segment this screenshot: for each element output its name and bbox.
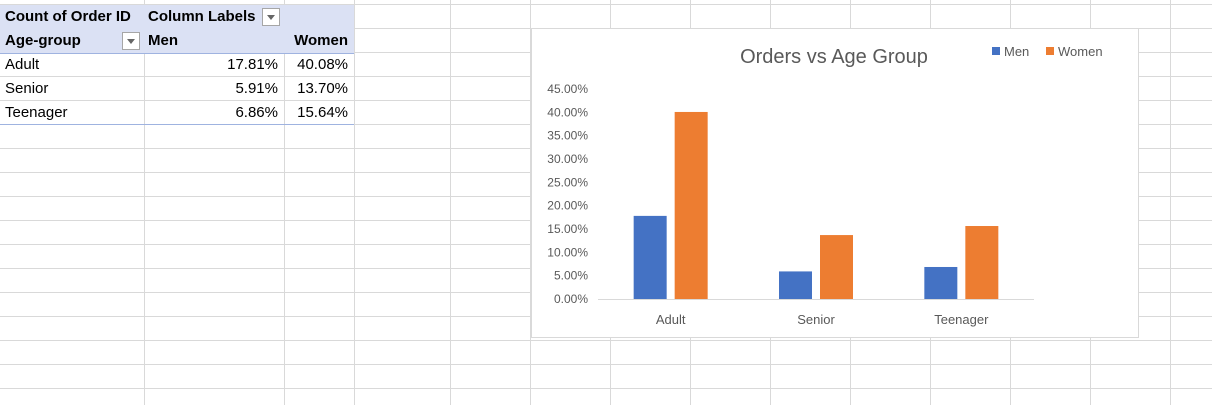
- chart-canvas: Orders vs Age Group 0.00% 5.00% 10.00% 15.00…: [547, 44, 1103, 327]
- grid-column-line: [530, 0, 531, 405]
- grid-column-line: [1170, 0, 1171, 405]
- grid-row-line: [0, 364, 1212, 365]
- column-labels-text: Column Labels: [148, 8, 256, 25]
- bar-women-teenager: [965, 226, 999, 299]
- grid-row-line: [0, 4, 1212, 5]
- y-tick-label: 35.00%: [547, 129, 588, 143]
- table-row: Adult 17.81% 40.08%: [0, 53, 354, 77]
- x-tick-label: Adult: [656, 312, 686, 327]
- women-value-cell[interactable]: 13.70%: [297, 80, 348, 97]
- age-group-filter-button[interactable]: [122, 32, 140, 50]
- legend-swatch-women: [1046, 47, 1054, 55]
- column-labels-header[interactable]: Column Labels: [144, 5, 354, 29]
- bar-men-senior: [779, 271, 812, 299]
- y-tick-label: 0.00%: [554, 292, 588, 306]
- age-group-header[interactable]: Age-group: [0, 29, 144, 53]
- pivot-header-divider: [0, 53, 354, 54]
- grid-column-line: [354, 0, 355, 405]
- pivot-value-field-label[interactable]: Count of Order ID: [0, 5, 144, 29]
- women-value-cell[interactable]: 15.64%: [297, 104, 348, 121]
- y-tick-label: 20.00%: [547, 199, 588, 213]
- column-labels-filter-button[interactable]: [262, 8, 280, 26]
- y-tick-label: 40.00%: [547, 105, 588, 119]
- women-value-cell[interactable]: 40.08%: [297, 56, 348, 73]
- y-tick-label: 5.00%: [554, 269, 588, 283]
- orders-chart[interactable]: Orders vs Age Group 0.00% 5.00% 10.00% 15.00…: [531, 28, 1139, 338]
- bar-men-adult: [633, 215, 667, 299]
- age-group-header-text: Age-group: [5, 32, 81, 49]
- men-value-cell[interactable]: 5.91%: [235, 80, 278, 97]
- bar-women-adult: [674, 111, 708, 300]
- table-row: Teenager 6.86% 15.64%: [0, 101, 354, 125]
- row-label-cell[interactable]: Teenager: [5, 104, 68, 121]
- pivot-bottom-border: [0, 124, 354, 125]
- bar-men-teenager: [924, 266, 958, 299]
- chart-title: Orders vs Age Group: [740, 46, 928, 68]
- x-tick-label: Teenager: [934, 312, 989, 327]
- men-value-cell[interactable]: 6.86%: [235, 104, 278, 121]
- legend-label-women: Women: [1058, 44, 1103, 59]
- men-value-cell[interactable]: 17.81%: [227, 56, 278, 73]
- table-row: Senior 5.91% 13.70%: [0, 77, 354, 101]
- legend-swatch-men: [992, 47, 1000, 55]
- pivot-header-row-1: Count of Order ID Column Labels: [0, 5, 354, 29]
- x-tick-label: Senior: [797, 312, 835, 327]
- grid-column-line: [284, 0, 285, 405]
- row-label-cell[interactable]: Senior: [5, 80, 49, 97]
- pivot-header-row-2: Age-group Men Women: [0, 29, 354, 53]
- grid-column-line: [450, 0, 451, 405]
- grid-row-line: [0, 388, 1212, 389]
- y-tick-label: 30.00%: [547, 152, 588, 166]
- row-label-cell[interactable]: Adult: [5, 56, 40, 73]
- y-tick-label: 25.00%: [547, 175, 588, 189]
- men-column-header[interactable]: Men: [144, 29, 284, 53]
- y-tick-label: 45.00%: [547, 82, 588, 96]
- grid-row-line: [0, 340, 1212, 341]
- women-column-header[interactable]: Women: [284, 29, 354, 53]
- grid-column-line: [144, 0, 145, 405]
- bar-women-senior: [820, 235, 853, 299]
- y-tick-label: 15.00%: [547, 222, 588, 236]
- legend-label-men: Men: [1004, 44, 1029, 59]
- y-tick-label: 10.00%: [547, 245, 588, 259]
